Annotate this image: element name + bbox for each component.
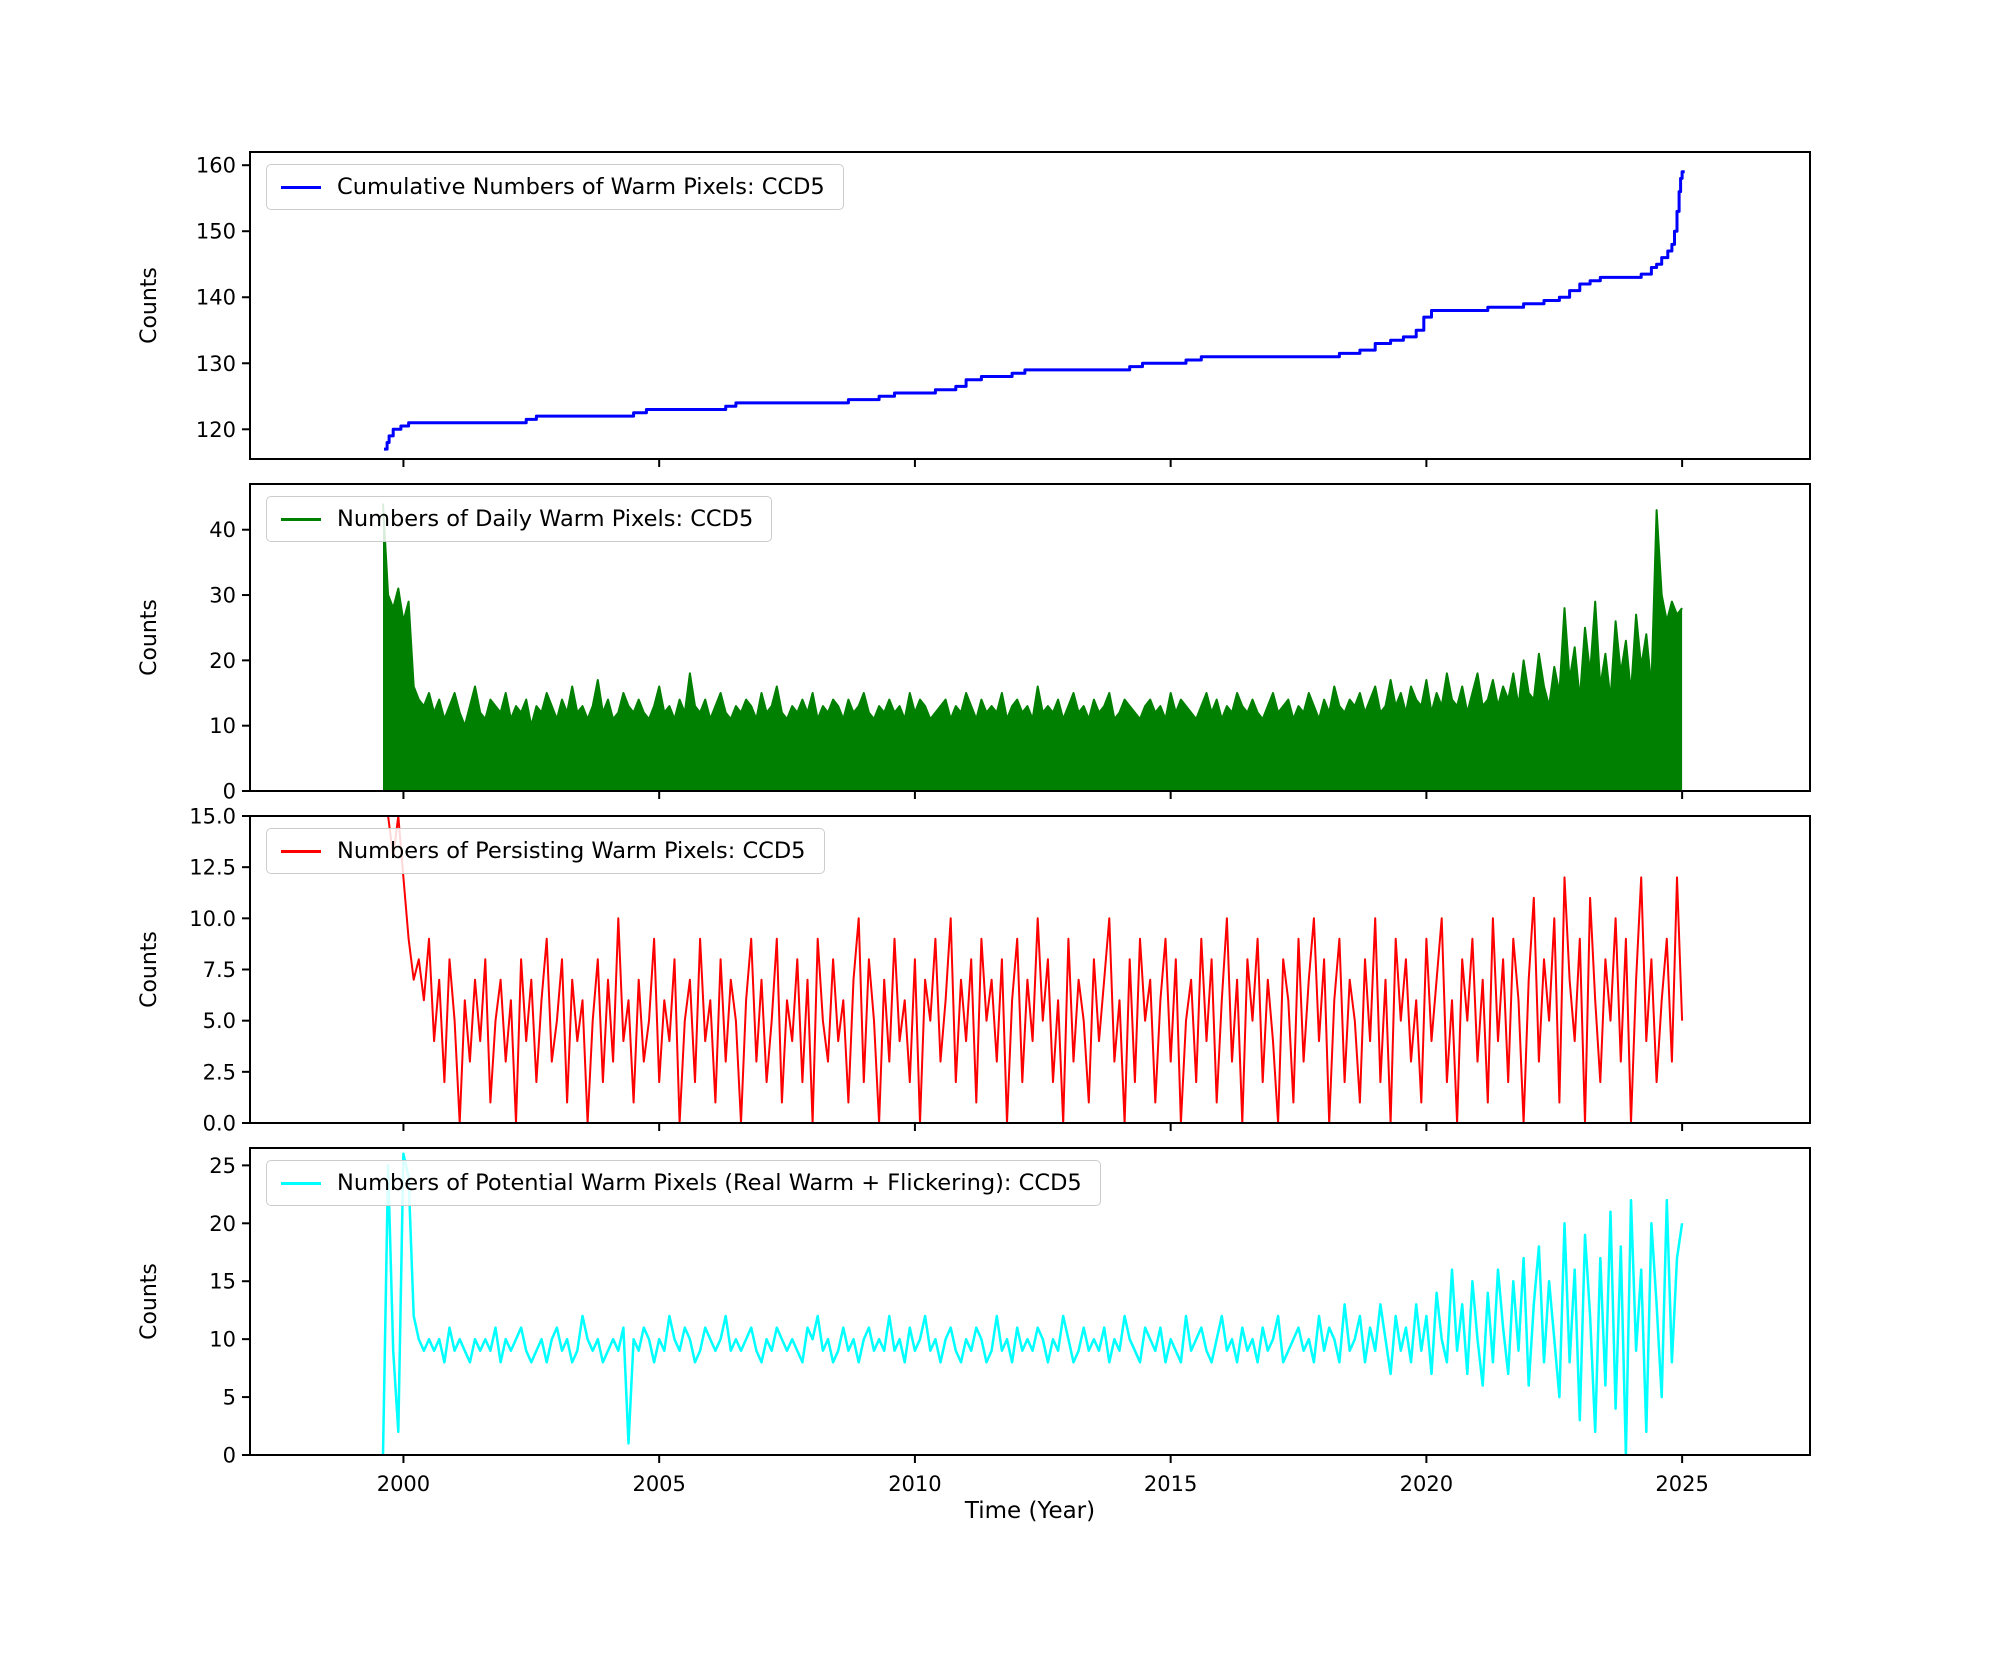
y-tick-label: 20 — [209, 649, 236, 673]
y-axis-title-text: Counts — [136, 267, 162, 344]
x-tick-label: 2000 — [377, 1472, 430, 1496]
y-axis-title: Counts — [132, 816, 166, 1123]
y-tick-label: 25 — [209, 1154, 236, 1178]
legend-potential: Numbers of Potential Warm Pixels (Real W… — [266, 1160, 1101, 1206]
y-axis-title: Counts — [132, 152, 166, 459]
y-tick-label: 12.5 — [189, 856, 236, 880]
y-axis-title: Counts — [132, 484, 166, 791]
legend-persisting: Numbers of Persisting Warm Pixels: CCD5 — [266, 828, 825, 874]
legend-line-sample — [281, 185, 321, 189]
x-tick-label: 2005 — [632, 1472, 685, 1496]
y-tick-label: 5.0 — [203, 1009, 236, 1033]
series-daily-warm-pixels — [382, 503, 1683, 791]
x-tick-label: 2015 — [1144, 1472, 1197, 1496]
legend-label: Cumulative Numbers of Warm Pixels: CCD5 — [337, 174, 825, 200]
subplot-daily-warm-pixels: Counts 0 10 20 30 40 Numbers of Daily Warm P… — [137, 483, 1811, 804]
y-axis-title-text: Counts — [136, 1263, 162, 1340]
y-tick-label: 120 — [196, 418, 236, 442]
y-tick-label: 10 — [209, 1328, 236, 1352]
subplot-persisting-warm-pixels: Counts 0.0 2.5 5.0 7.5 10.0 12.5 15.0 Numbers … — [137, 805, 1811, 1136]
subplot-potential-warm-pixels: Counts 0 5 10 15 20 25 2000 2005 2010 2015 2020 202… — [137, 1147, 1811, 1496]
y-axis-title: Counts — [132, 1148, 166, 1455]
legend-line-sample — [281, 517, 321, 521]
y-tick-label: 160 — [196, 154, 236, 178]
plot-frame — [249, 1147, 1811, 1456]
y-tick-label: 10 — [209, 714, 236, 738]
legend-label: Numbers of Potential Warm Pixels (Real W… — [337, 1170, 1082, 1196]
y-axis-title-text: Counts — [136, 931, 162, 1008]
x-tick-label: 2010 — [888, 1472, 941, 1496]
plot-frame — [249, 483, 1811, 792]
y-tick-label: 15 — [209, 1270, 236, 1294]
legend-label: Numbers of Persisting Warm Pixels: CCD5 — [337, 838, 806, 864]
daily-warm-pixels-chart: 0 10 20 30 40 — [209, 483, 1811, 804]
axis-ticks: 120 130 140 150 160 — [196, 154, 1684, 467]
y-tick-label: 20 — [209, 1212, 236, 1236]
legend-daily: Numbers of Daily Warm Pixels: CCD5 — [266, 496, 773, 542]
subplot-cumulative-warm-pixels: Counts 120 130 140 150 160 Cumulative Number… — [137, 151, 1811, 467]
x-tick-label: 2020 — [1400, 1472, 1453, 1496]
y-axis-title-text: Counts — [136, 599, 162, 676]
x-axis-title: Time (Year) — [964, 1498, 1096, 1524]
cumulative-warm-pixels-chart: 120 130 140 150 160 — [196, 151, 1811, 467]
y-tick-label: 30 — [209, 584, 236, 608]
legend-line-sample — [281, 849, 321, 853]
plot-frame — [249, 151, 1811, 460]
legend-line-sample — [281, 1181, 321, 1185]
series-cumulative-warm-pixels — [384, 170, 1685, 451]
series-potential-warm-pixels — [381, 1152, 1684, 1455]
plot-frame — [249, 815, 1811, 1124]
y-tick-label: 40 — [209, 518, 236, 542]
y-tick-label: 5 — [223, 1386, 236, 1410]
y-tick-label: 2.5 — [203, 1060, 236, 1084]
y-tick-label: 130 — [196, 352, 236, 376]
persisting-warm-pixels-chart: 0.0 2.5 5.0 7.5 10.0 12.5 15.0 — [189, 805, 1811, 1136]
y-tick-label: 140 — [196, 286, 236, 310]
y-tick-label: 0 — [223, 1444, 236, 1468]
axis-ticks: 0 10 20 30 40 — [209, 518, 1684, 804]
y-tick-label: 15.0 — [189, 805, 236, 829]
y-tick-label: 0.0 — [203, 1112, 236, 1136]
axis-ticks: 0.0 2.5 5.0 7.5 10.0 12.5 15.0 — [189, 805, 1684, 1136]
y-tick-label: 0 — [223, 780, 236, 804]
x-tick-label: 2025 — [1655, 1472, 1708, 1496]
y-tick-label: 7.5 — [203, 958, 236, 982]
series-persisting-warm-pixels — [383, 816, 1684, 1123]
y-tick-label: 10.0 — [189, 907, 236, 931]
legend-label: Numbers of Daily Warm Pixels: CCD5 — [337, 506, 754, 532]
legend-cumulative: Cumulative Numbers of Warm Pixels: CCD5 — [266, 164, 844, 210]
y-tick-label: 150 — [196, 220, 236, 244]
